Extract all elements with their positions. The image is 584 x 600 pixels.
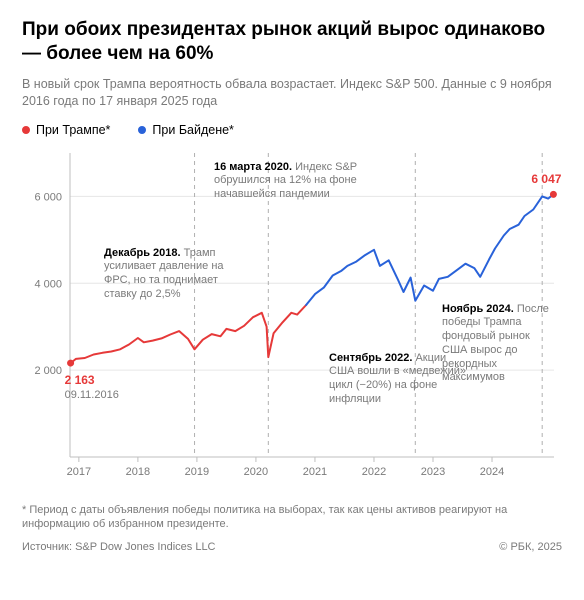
svg-text:2020: 2020 [244, 466, 268, 478]
legend: При Трампе* При Байдене* [22, 123, 562, 137]
svg-text:6 000: 6 000 [34, 191, 62, 203]
end-value-label: 6 047 [531, 172, 561, 186]
svg-text:2 000: 2 000 [34, 365, 62, 377]
legend-label-biden: При Байдене* [152, 123, 234, 137]
chart-subtitle: В новый срок Трампа вероятность обвала в… [22, 76, 562, 111]
svg-text:2019: 2019 [185, 466, 209, 478]
svg-text:2022: 2022 [362, 466, 386, 478]
footnote: * Период с даты объявления победы полити… [22, 503, 562, 532]
svg-text:2017: 2017 [67, 466, 91, 478]
line-chart: 2 000 4 000 6 000 2017 2018 2019 2020 2021 2022 2… [22, 145, 562, 495]
chart-annotation: 16 марта 2020. Индекс S&P обрушился на 1… [214, 161, 364, 202]
chart-annotation: Декабрь 2018. Трамп усиливает давление н… [104, 247, 224, 302]
svg-text:2021: 2021 [303, 466, 327, 478]
start-date-label: 09.11.2016 [65, 389, 119, 401]
source-label: Источник: S&P Dow Jones Indices LLC [22, 541, 216, 553]
legend-label-trump: При Трампе* [36, 123, 110, 137]
legend-item-trump: При Трампе* [22, 123, 110, 137]
svg-text:2023: 2023 [421, 466, 445, 478]
svg-text:2024: 2024 [480, 466, 504, 478]
legend-item-biden: При Байдене* [138, 123, 234, 137]
copyright-label: © РБК, 2025 [499, 541, 562, 553]
chart-annotation: Ноябрь 2024. После победы Трампа фондовы… [442, 303, 557, 386]
legend-dot-biden [138, 126, 146, 134]
svg-text:4 000: 4 000 [34, 278, 62, 290]
svg-text:2018: 2018 [126, 466, 150, 478]
legend-dot-trump [22, 126, 30, 134]
chart-title: При обоих президентах рынок акций вырос … [22, 18, 562, 66]
start-value-label: 2 163 [65, 373, 95, 387]
